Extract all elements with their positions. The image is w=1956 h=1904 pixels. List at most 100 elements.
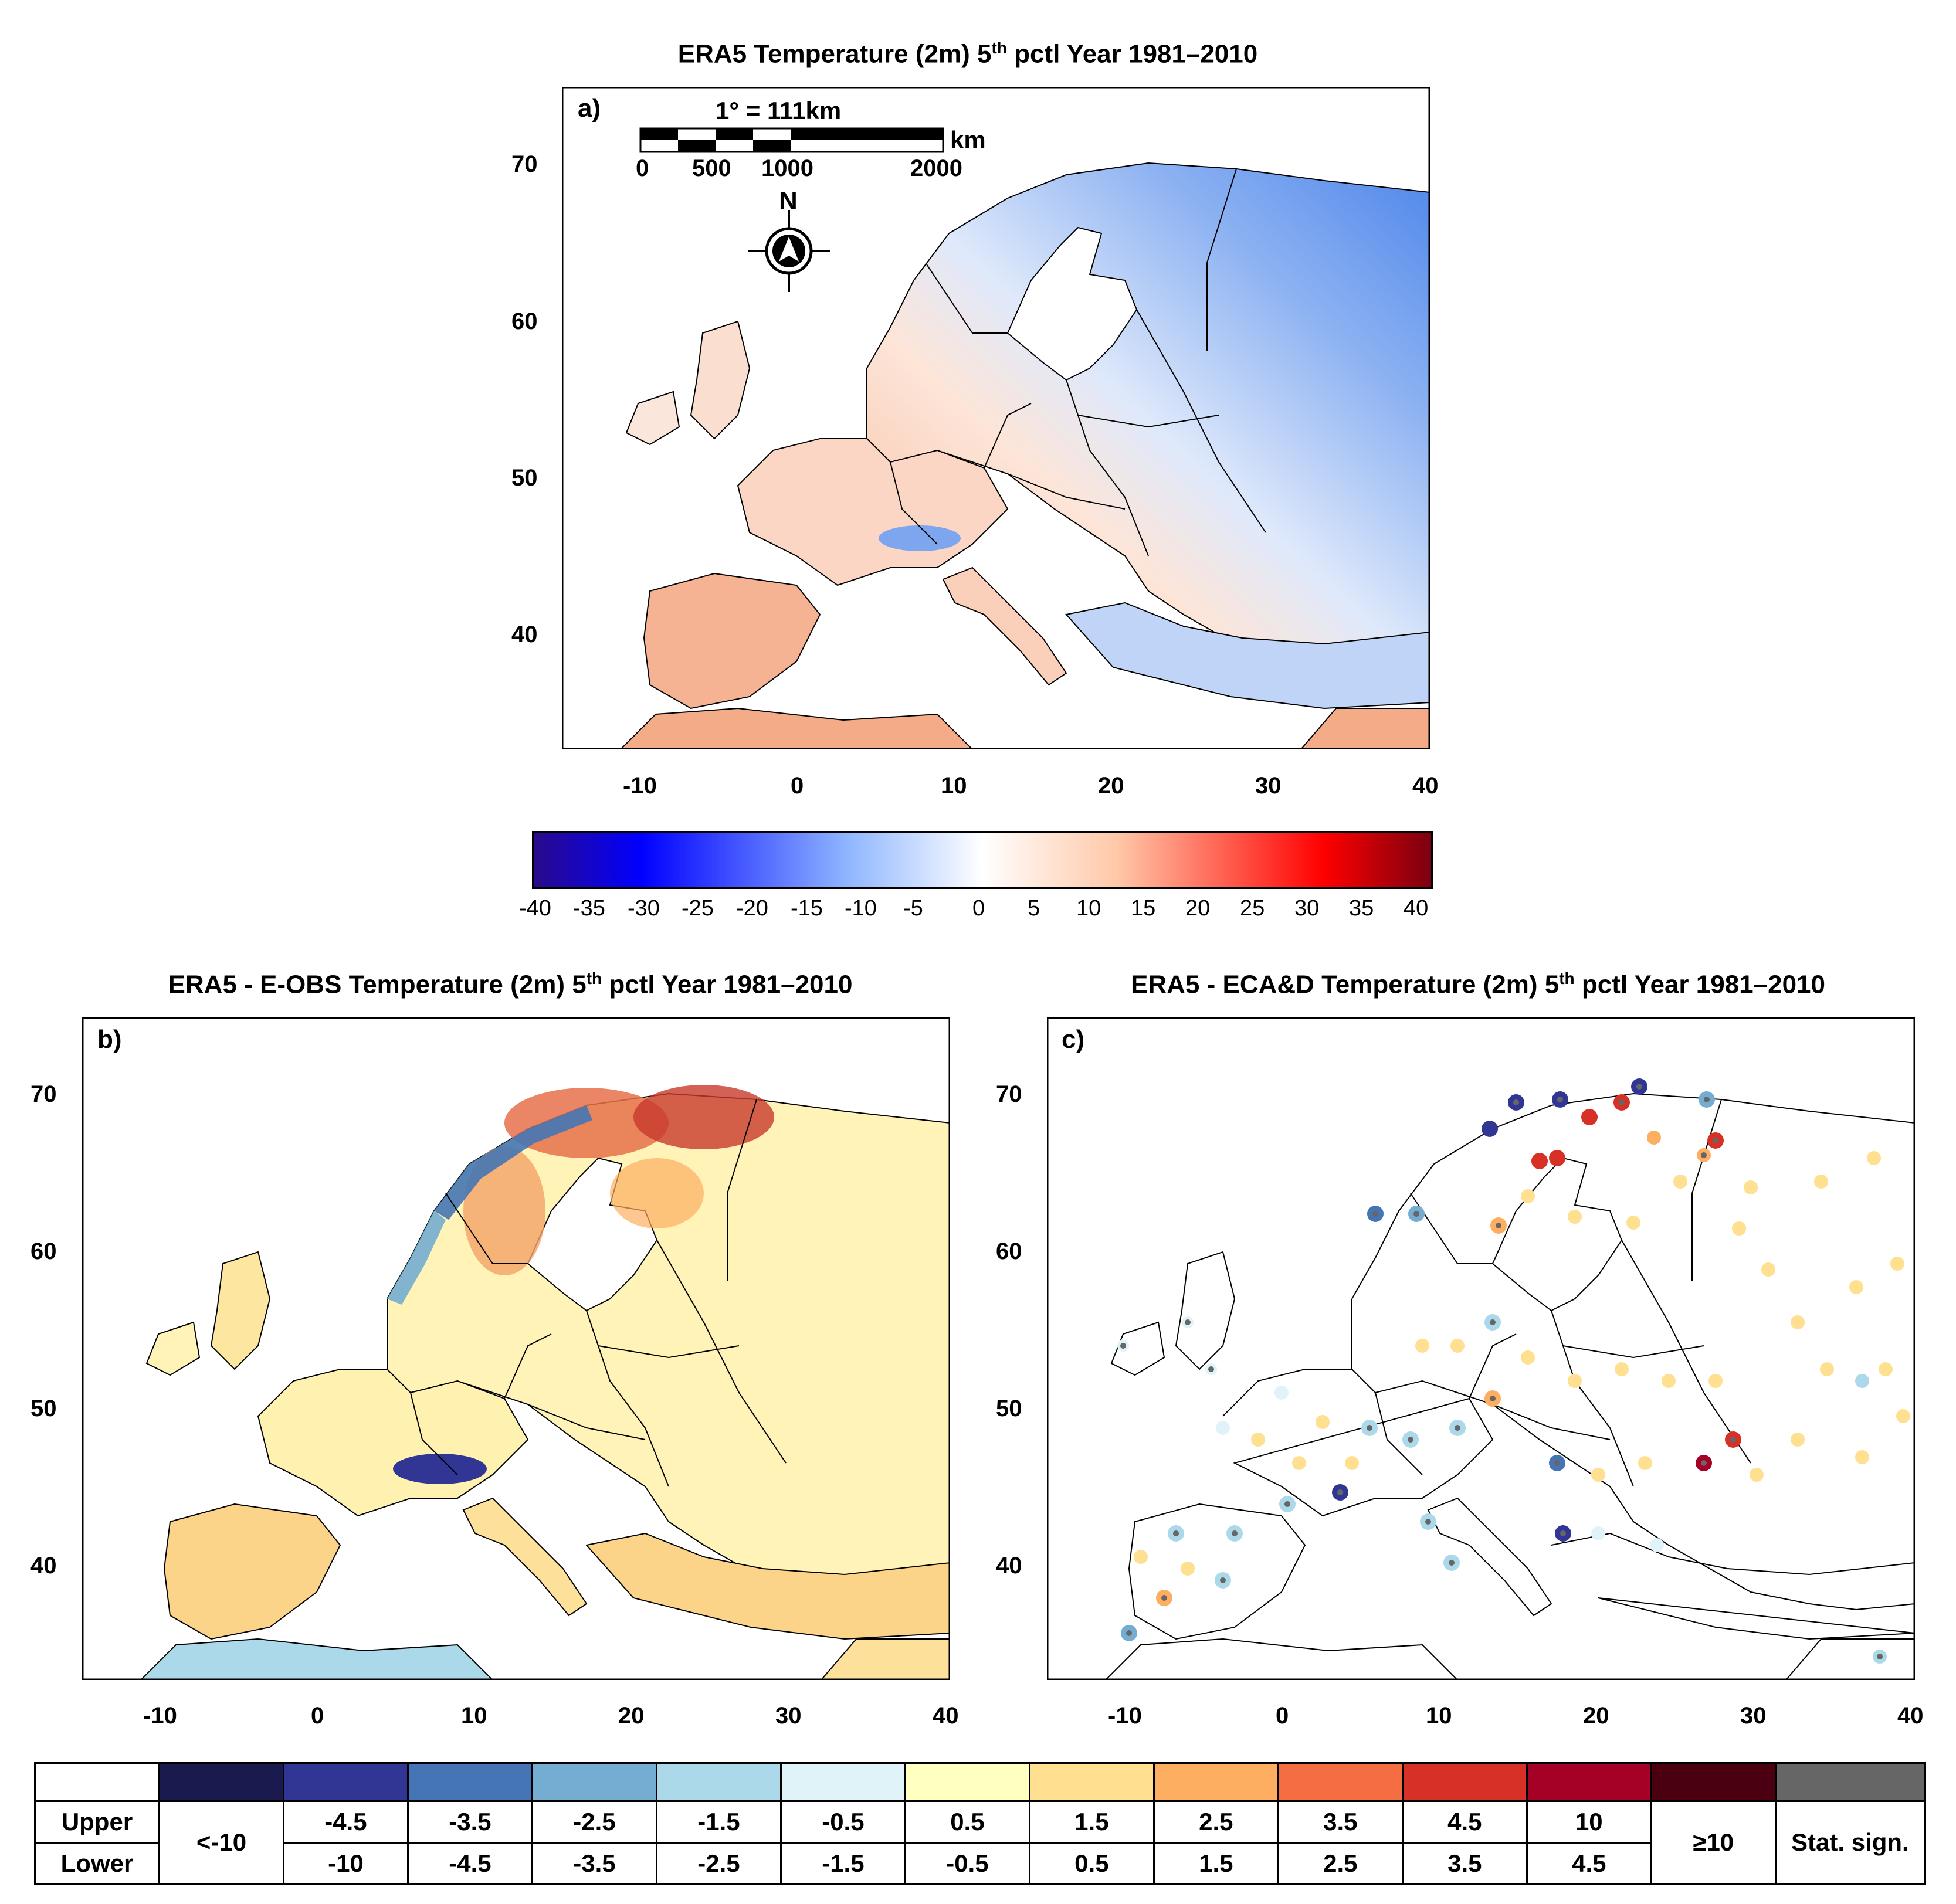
panel-c-xtick-20: 20 (1583, 1703, 1609, 1729)
legend-upper: -1.5 (655, 1800, 782, 1844)
panel-b-land (140, 1085, 950, 1680)
panel-c-ytick-70: 70 (996, 1081, 1022, 1107)
panel-a-ytick-70: 70 (511, 151, 538, 177)
panel-c-ytick-60: 60 (996, 1238, 1022, 1264)
legend-upper: -2.5 (531, 1800, 657, 1844)
legend-lower: 0.5 (1028, 1841, 1155, 1886)
legend-lower: -1.5 (779, 1841, 906, 1886)
legend-lower: 1.5 (1152, 1841, 1279, 1886)
cb-tick: -15 (791, 896, 823, 921)
cb-tick: -40 (519, 896, 551, 921)
legend-color-bin-7 (1028, 1762, 1155, 1802)
panel-a-xtick-20: 20 (1098, 773, 1124, 799)
legend-last-bin: ≥10 (1650, 1800, 1777, 1886)
colorbar-ticks: -40 -35 -30 -25 -20 -15 -10 -5 0 5 10 15… (516, 896, 1443, 925)
panel-b-ytick-50: 50 (30, 1396, 57, 1421)
panel-b-xtick--10: -10 (143, 1703, 177, 1729)
legend-lower: -10 (282, 1841, 409, 1886)
legend-upper: -4.5 (282, 1800, 409, 1844)
panel-a-xtick-30: 30 (1255, 773, 1282, 799)
colorbar (532, 831, 1433, 889)
legend-upper: 1.5 (1028, 1800, 1155, 1844)
panel-a-ytick-50: 50 (511, 465, 538, 491)
panel-a-ytick-60: 60 (511, 308, 538, 334)
scalebar-unit: km (950, 126, 986, 154)
legend-color-bin-1 (282, 1762, 409, 1802)
scalebar: 1° = 111km km 0 500 1000 2000 (636, 97, 986, 185)
cb-tick: 0 (972, 896, 985, 921)
panel-a-label: a) (578, 94, 601, 123)
legend-color-bin-8 (1152, 1762, 1279, 1802)
legend-color-bin-4 (655, 1762, 782, 1802)
legend-color-bin-5 (779, 1762, 906, 1802)
legend-lower: -3.5 (531, 1841, 657, 1886)
scalebar-label-1000: 1000 (761, 155, 813, 181)
panel-b-xtick-40: 40 (933, 1703, 959, 1729)
cb-tick: 10 (1076, 896, 1101, 921)
panel-a-title: ERA5 Temperature (2m) 5th pctl Year 1981… (677, 39, 1258, 69)
panel-c-stations (1117, 1078, 1910, 1664)
panel-b-ytick-60: 60 (30, 1238, 57, 1264)
legend-stat-sign: Stat. sign. (1774, 1800, 1926, 1886)
cb-tick: -25 (682, 896, 714, 921)
scalebar-label-500: 500 (692, 155, 731, 181)
legend-color-ge-10 (1650, 1762, 1777, 1802)
legend-first-bin: <-10 (158, 1800, 284, 1886)
cb-tick: 30 (1294, 896, 1320, 921)
panel-c-xtick-30: 30 (1740, 1703, 1767, 1729)
legend-upper: 0.5 (904, 1800, 1030, 1844)
scalebar-bar (639, 127, 944, 153)
panel-b-title: ERA5 - E-OBS Temperature (2m) 5th pctl Y… (168, 969, 853, 999)
panel-a-ytick-40: 40 (511, 622, 538, 647)
legend-lower: 4.5 (1526, 1841, 1652, 1886)
panel-a-xtick-10: 10 (941, 773, 967, 799)
legend-lower: 3.5 (1401, 1841, 1528, 1886)
legend-lower-label: Lower (34, 1841, 160, 1886)
legend-color-bin-10 (1401, 1762, 1528, 1802)
legend-upper: 4.5 (1401, 1800, 1528, 1844)
panel-b-xtick-10: 10 (461, 1703, 487, 1729)
panel-c-xtick-10: 10 (1426, 1703, 1452, 1729)
panel-b-label: b) (97, 1025, 122, 1054)
legend-lower: -0.5 (904, 1841, 1030, 1886)
legend-table: Upper <-10 -4.5 -3.5 -2.5 -1.5 -0.5 0.5 … (34, 1762, 1926, 1886)
legend-lower: -2.5 (655, 1841, 782, 1886)
legend-empty-cell (34, 1762, 160, 1802)
panel-b-xtick-20: 20 (618, 1703, 645, 1729)
panel-c-ytick-50: 50 (996, 1396, 1022, 1421)
scalebar-label-2000: 2000 (910, 155, 962, 181)
cb-tick: 5 (1028, 896, 1040, 921)
legend-upper: 3.5 (1277, 1800, 1404, 1844)
panel-b-xtick-0: 0 (311, 1703, 324, 1729)
legend-upper: -3.5 (406, 1800, 533, 1844)
panel-b-map (82, 1017, 950, 1680)
scalebar-label-0: 0 (636, 155, 649, 181)
panel-b-xtick-30: 30 (775, 1703, 802, 1729)
legend-upper: 2.5 (1152, 1800, 1279, 1844)
legend-color-bin-6 (904, 1762, 1030, 1802)
legend-lower: 2.5 (1277, 1841, 1404, 1886)
panel-a-land (619, 162, 1430, 749)
cb-tick: -5 (903, 896, 923, 921)
cb-tick: 20 (1185, 896, 1211, 921)
panel-c-ytick-40: 40 (996, 1553, 1022, 1579)
legend-upper: -0.5 (779, 1800, 906, 1844)
legend-upper: 10 (1526, 1800, 1652, 1844)
panel-c-label: c) (1062, 1025, 1085, 1054)
legend-color-bin-9 (1277, 1762, 1404, 1802)
cb-tick: -10 (845, 896, 877, 921)
legend-color-bin-11 (1526, 1762, 1652, 1802)
cb-tick: 40 (1404, 896, 1429, 921)
legend-upper-label: Upper (34, 1800, 160, 1844)
panel-c-outlines (1105, 1092, 1915, 1680)
panel-a-xtick-0: 0 (791, 773, 804, 799)
legend-lower: -4.5 (406, 1841, 533, 1886)
panel-c-title: ERA5 - ECA&D Temperature (2m) 5th pctl Y… (1131, 969, 1825, 999)
panel-b-ytick-70: 70 (30, 1081, 57, 1107)
panel-a-map (562, 87, 1430, 749)
legend-color-bin-2 (406, 1762, 533, 1802)
north-arrow-compass-icon (748, 210, 830, 292)
cb-tick: 15 (1131, 896, 1156, 921)
legend-color-bin-3 (531, 1762, 657, 1802)
cb-tick: -30 (628, 896, 660, 921)
